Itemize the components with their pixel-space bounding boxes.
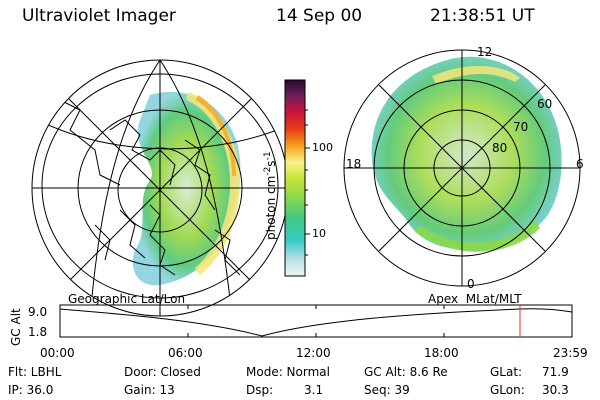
timeline-tick-1800: 18:00 <box>424 346 459 360</box>
gc-alt-info: GC Alt: 8.6 Re <box>364 365 448 379</box>
altitude-trace <box>59 308 573 337</box>
timeline-y-max: 9.0 <box>28 305 48 319</box>
mlt-label-6: 6 <box>576 157 584 171</box>
colorbar-tick-100: 100 <box>312 141 333 154</box>
orbit-altitude-plot <box>59 304 573 338</box>
timeline-y-axis-label: GC Alt <box>9 308 23 346</box>
mlat-label-80: 80 <box>492 141 508 155</box>
colorbar-unit-label: photon cm-2s-1 <box>263 151 278 240</box>
filter-info: Flt: LBHL <box>8 365 62 379</box>
geographic-map <box>31 59 289 317</box>
apex-caption: Apex MLat/MLT <box>428 292 522 306</box>
mlat-label-60: 60 <box>537 97 553 111</box>
glon-value: 30.3 <box>542 383 569 397</box>
timeline-tick-1200: 12:00 <box>296 346 331 360</box>
mlt-label-12: 12 <box>477 45 493 59</box>
mode-info: Mode: Normal <box>246 365 330 379</box>
dsp-value: 3.1 <box>304 383 324 397</box>
timeline-tick-0600: 06:00 <box>168 346 203 360</box>
timeline-tick-0000: 00:00 <box>40 346 75 360</box>
date-label: 14 Sep 00 <box>276 6 363 26</box>
ip-info: IP: 36.0 <box>8 383 54 397</box>
glat-label: GLat: <box>490 365 523 379</box>
door-info: Door: Closed <box>124 365 201 379</box>
timeline-y-min: 1.8 <box>28 325 48 339</box>
colorbar-tick-10: 10 <box>312 227 326 240</box>
aurora-emission-mlt <box>371 56 562 251</box>
glat-value: 71.9 <box>542 365 569 379</box>
glon-label: GLon: <box>490 383 525 397</box>
colorbar <box>284 79 306 277</box>
timeline-tick-2359: 23:59 <box>553 346 588 360</box>
instrument-title: Ultraviolet Imager <box>22 6 176 26</box>
geographic-caption: Geographic Lat/Lon <box>68 292 186 306</box>
mlat-label-70: 70 <box>513 120 529 134</box>
dsp-label: Dsp: <box>246 383 274 397</box>
seq-info: Seq: 39 <box>364 383 410 397</box>
mlt-polar-map <box>343 49 581 287</box>
gain-info: Gain: 13 <box>124 383 175 397</box>
time-label: 21:38:51 UT <box>430 6 535 26</box>
mlt-label-0: 0 <box>467 277 475 291</box>
mlt-label-18: 18 <box>346 157 362 171</box>
